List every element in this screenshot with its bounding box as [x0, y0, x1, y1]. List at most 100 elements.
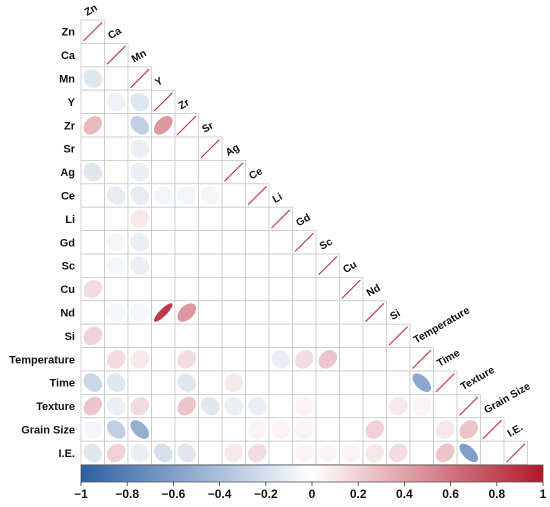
- colorbar-gradient: [80, 464, 544, 483]
- correlation-ellipse: [130, 92, 150, 112]
- correlation-ellipse: [200, 443, 220, 463]
- colorbar: −1 −0.8 −0.6 −0.4 −0.2 0 0.2 0.4 0.6 0.8 1: [74, 464, 547, 501]
- correlation-ellipse: [130, 373, 150, 392]
- correlation-ellipse: [224, 420, 244, 439]
- correlation-ellipse: [130, 209, 150, 229]
- correlation-ellipse: [247, 326, 267, 346]
- correlation-ellipse: [224, 326, 244, 346]
- correlation-ellipse: [271, 279, 291, 299]
- correlation-ellipse: [83, 233, 103, 252]
- diagonal-mark: [388, 326, 408, 346]
- column-label: Mn: [130, 47, 149, 65]
- correlation-ellipse: [271, 256, 291, 275]
- correlation-ellipse: [106, 209, 126, 229]
- column-label: Si: [388, 307, 403, 322]
- correlation-ellipse: [294, 443, 314, 463]
- correlation-ellipse: [294, 396, 314, 416]
- correlation-ellipse: [83, 303, 103, 322]
- row-label: Gd: [60, 237, 75, 249]
- correlation-ellipse: [177, 256, 197, 275]
- correlation-ellipse: [200, 186, 220, 205]
- correlation-ellipse: [153, 350, 173, 369]
- correlation-ellipse: [83, 92, 103, 112]
- correlation-ellipse: [130, 162, 150, 182]
- correlation-ellipse: [153, 279, 173, 299]
- correlation-ellipse: [200, 303, 220, 322]
- correlation-ellipse: [153, 373, 173, 392]
- row-label: Sr: [63, 144, 75, 156]
- colorbar-tick-label: −0.8: [115, 487, 139, 501]
- column-label: I.E.: [506, 421, 526, 439]
- correlation-ellipse: [153, 420, 173, 439]
- correlation-ellipse: [224, 350, 244, 369]
- correlation-ellipse: [153, 396, 173, 416]
- correlation-ellipse: [341, 443, 361, 463]
- correlation-ellipse: [83, 256, 103, 275]
- correlation-ellipse: [153, 303, 173, 322]
- correlation-ellipse: [224, 443, 244, 463]
- row-labels: Zn Ca Mn Y Zr Sr Ag Ce Li Gd Sc Cu Nd Si Temperature Ti…: [9, 27, 76, 460]
- diagonal-mark: [341, 279, 361, 299]
- column-label: Grain Size: [482, 380, 533, 416]
- correlation-ellipse: [247, 303, 267, 322]
- correlation-ellipse: [271, 396, 291, 416]
- row-label: Grain Size: [21, 425, 75, 437]
- correlation-ellipse: [83, 326, 103, 346]
- correlation-ellipse: [83, 350, 103, 369]
- correlation-ellipse: [294, 350, 314, 369]
- diagonal-mark: [83, 22, 103, 42]
- correlation-ellipse: [247, 350, 267, 369]
- correlation-ellipse: [271, 373, 291, 392]
- correlation-ellipse: [83, 139, 103, 158]
- column-label: Time: [435, 347, 462, 370]
- correlation-ellipse: [83, 373, 103, 392]
- correlation-ellipse: [130, 396, 150, 416]
- correlation-ellipse: [200, 256, 220, 275]
- row-label: Zn: [62, 27, 76, 39]
- correlation-ellipse: [200, 326, 220, 346]
- colorbar-tick-label: −0.4: [208, 487, 232, 501]
- row-label: Texture: [36, 401, 75, 413]
- correlation-ellipse: [177, 350, 197, 369]
- correlation-ellipse: [83, 443, 103, 463]
- correlation-ellipse: [83, 186, 103, 205]
- correlation-ellipse: [130, 326, 150, 346]
- correlation-ellipse: [388, 443, 408, 463]
- correlation-ellipse: [200, 396, 220, 416]
- correlation-ellipse: [177, 209, 197, 229]
- diagonal-mark: [106, 45, 126, 65]
- correlation-ellipse: [130, 303, 150, 322]
- row-label: Ce: [61, 191, 75, 203]
- correlation-ellipse: [388, 373, 408, 392]
- diagonal-mark: [247, 185, 267, 206]
- row-label: Temperature: [9, 354, 75, 366]
- column-label: Li: [271, 191, 285, 206]
- diagonal-mark: [294, 232, 314, 252]
- row-label: Mn: [59, 74, 75, 86]
- correlation-ellipse: [106, 396, 126, 416]
- correlation-ellipse: [177, 233, 197, 252]
- correlation-ellipse: [459, 420, 479, 439]
- correlation-ellipse: [130, 139, 150, 158]
- correlation-ellipse: [177, 396, 197, 416]
- correlation-ellipse: [200, 233, 220, 252]
- correlation-ellipse: [341, 396, 361, 416]
- correlation-ellipse: [106, 350, 126, 369]
- correlation-ellipse: [106, 186, 126, 205]
- correlation-ellipse: [106, 256, 126, 275]
- correlation-ellipse: [224, 256, 244, 275]
- column-label: Temperature: [412, 304, 473, 346]
- correlation-ellipse: [200, 420, 220, 439]
- correlation-ellipse: [83, 279, 103, 299]
- correlation-ellipse: [83, 209, 103, 229]
- correlation-ellipse: [106, 69, 126, 88]
- correlation-ellipse: [177, 186, 197, 205]
- row-label: Sc: [62, 261, 75, 273]
- diagonal-mark: [224, 162, 244, 182]
- correlation-ellipse: [200, 162, 220, 182]
- correlation-ellipse: [106, 420, 126, 439]
- correlation-ellipse: [106, 279, 126, 299]
- diagonal-mark: [459, 396, 479, 416]
- correlation-ellipse: [435, 443, 455, 463]
